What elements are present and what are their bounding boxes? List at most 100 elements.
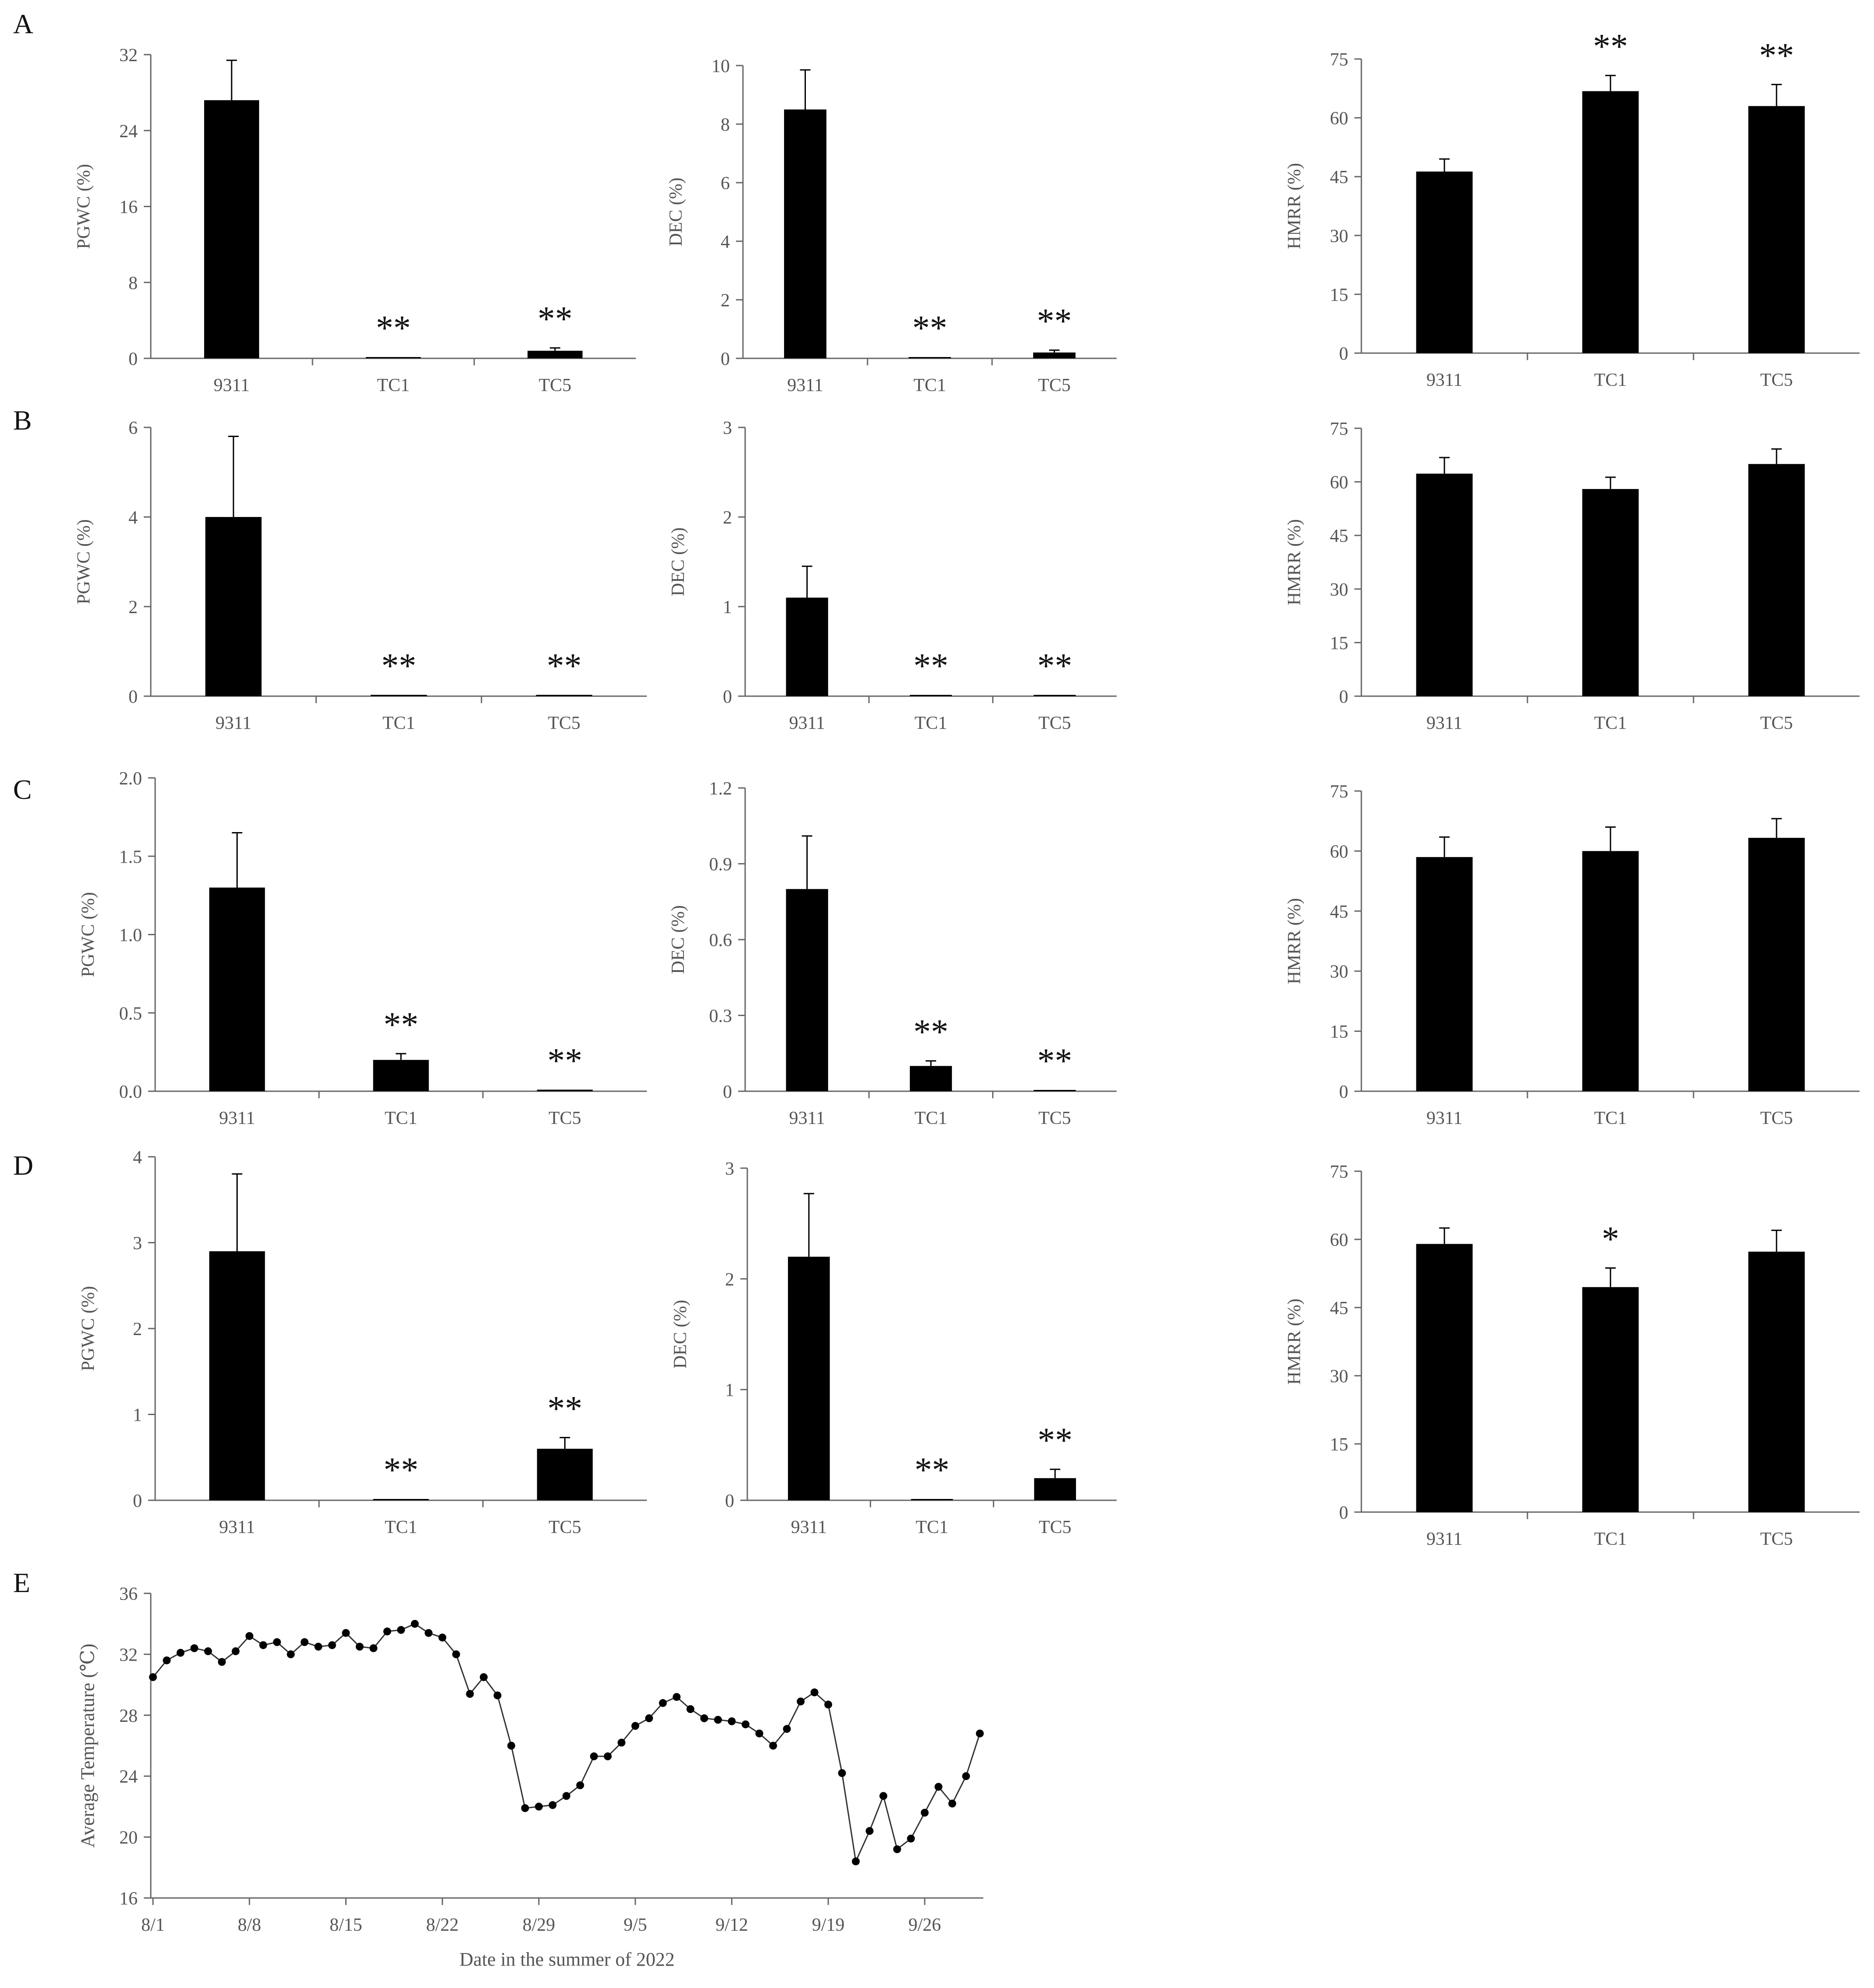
chart-e-x-tick-label: 8/8 xyxy=(238,1915,261,1935)
chart-e-y-tick-label: 24 xyxy=(119,1767,138,1787)
chart-11-y-tick-label: 2 xyxy=(725,1270,734,1290)
chart-e-y-tick-label: 32 xyxy=(119,1645,138,1665)
chart-e-point xyxy=(893,1845,901,1853)
chart-3-y-tick-label: 30 xyxy=(1330,226,1348,246)
chart-10-y-tick-label: 4 xyxy=(133,1148,142,1168)
chart-1-y-tick-label: 0 xyxy=(128,349,138,369)
chart-e-point xyxy=(852,1857,860,1866)
chart-7-significance-mark: ** xyxy=(548,1041,583,1080)
chart-12-y-tick-label: 30 xyxy=(1330,1367,1348,1387)
chart-2-significance-mark: ** xyxy=(1037,302,1072,340)
chart-3-bar xyxy=(1416,171,1473,353)
chart-6-bar xyxy=(1748,464,1805,696)
chart-5-y-tick-label: 0 xyxy=(723,687,732,707)
chart-1-bar xyxy=(527,350,583,358)
chart-1-significance-mark: ** xyxy=(538,300,573,338)
chart-e-x-tick-label: 8/22 xyxy=(426,1915,459,1935)
chart-12-y-axis-label: HMRR (%) xyxy=(1284,1298,1305,1384)
chart-e-point xyxy=(783,1725,791,1733)
chart-e-point xyxy=(810,1688,819,1697)
chart-7-y-tick-label: 1.0 xyxy=(119,926,142,946)
chart-e-point xyxy=(314,1642,323,1651)
chart-8-bar xyxy=(1034,1090,1076,1091)
chart-e-point xyxy=(177,1648,185,1657)
chart-12-y-tick-label: 45 xyxy=(1330,1298,1348,1318)
chart-8-bar xyxy=(786,889,828,1091)
chart-1-y-tick-label: 32 xyxy=(119,45,138,66)
chart-4-y-axis-label: PGWC (%) xyxy=(74,519,94,604)
chart-3-x-tick-label: 9311 xyxy=(1426,370,1462,390)
chart-6-y-tick-label: 45 xyxy=(1330,526,1348,546)
chart-e-point xyxy=(328,1641,336,1649)
chart-2-bar xyxy=(909,357,951,358)
chart-9-x-tick-label: TC5 xyxy=(1760,1108,1793,1128)
chart-11-y-tick-label: 1 xyxy=(725,1381,734,1401)
chart-2-y-axis-label: DEC (%) xyxy=(666,177,686,246)
chart-e-point xyxy=(769,1742,777,1750)
chart-e-point xyxy=(948,1799,956,1808)
chart-10-x-tick-label: TC5 xyxy=(548,1517,581,1537)
chart-e-point xyxy=(259,1641,267,1649)
chart-e-x-tick-label: 8/29 xyxy=(523,1915,555,1935)
chart-2-bar xyxy=(1033,352,1076,358)
chart-7-x-tick-label: 9311 xyxy=(219,1108,255,1128)
chart-e-y-tick-label: 28 xyxy=(119,1706,138,1726)
chart-e-x-tick-label: 9/12 xyxy=(715,1915,748,1935)
chart-e-point xyxy=(411,1620,419,1628)
chart-e-x-tick-label: 9/26 xyxy=(909,1915,941,1935)
chart-e-point xyxy=(383,1627,392,1636)
chart-6-y-tick-label: 30 xyxy=(1330,580,1348,600)
chart-3-significance-mark: ** xyxy=(1759,36,1794,75)
chart-5-x-tick-label: TC1 xyxy=(915,713,947,733)
chart-5-x-tick-label: TC5 xyxy=(1038,713,1071,733)
chart-10-y-tick-label: 3 xyxy=(133,1234,142,1254)
chart-e-point xyxy=(824,1700,833,1709)
chart-5-x-tick-label: 9311 xyxy=(789,713,825,733)
chart-6-bar xyxy=(1416,473,1473,696)
chart-7-bar xyxy=(209,887,265,1091)
chart-e-point xyxy=(342,1629,350,1637)
chart-e-x-tick-label: 8/15 xyxy=(330,1915,362,1935)
chart-e-point xyxy=(645,1714,653,1722)
chart-e-point xyxy=(397,1626,405,1634)
chart-7-y-tick-label: 0.5 xyxy=(119,1004,142,1024)
chart-e-point xyxy=(424,1629,433,1637)
chart-11-bar xyxy=(911,1499,953,1500)
chart-12-y-tick-label: 15 xyxy=(1330,1435,1348,1455)
chart-9-y-axis-label: HMRR (%) xyxy=(1284,898,1305,984)
chart-3-y-tick-label: 15 xyxy=(1330,285,1348,305)
chart-11-significance-mark: ** xyxy=(1038,1421,1072,1460)
chart-11-x-tick-label: TC5 xyxy=(1039,1517,1072,1537)
chart-3-y-tick-label: 0 xyxy=(1339,344,1348,364)
chart-e-point xyxy=(755,1729,763,1738)
chart-e-point xyxy=(920,1808,929,1817)
chart-7-x-tick-label: TC5 xyxy=(548,1108,581,1128)
chart-12-y-tick-label: 60 xyxy=(1330,1230,1348,1250)
chart-4-group xyxy=(144,427,647,703)
chart-8-x-tick-label: TC1 xyxy=(915,1108,947,1128)
chart-e-point xyxy=(369,1644,378,1652)
chart-e-point xyxy=(287,1650,295,1658)
chart-1-significance-mark: ** xyxy=(376,309,411,347)
chart-11-group xyxy=(740,1167,1117,1507)
chart-4-y-tick-label: 4 xyxy=(128,508,138,528)
chart-3-bar xyxy=(1582,91,1639,354)
chart-e-point xyxy=(548,1801,557,1809)
chart-8-group xyxy=(738,787,1117,1098)
chart-7-significance-mark: ** xyxy=(384,1006,419,1044)
chart-4-x-tick-label: TC1 xyxy=(382,713,415,733)
chart-8-significance-mark: ** xyxy=(913,1013,948,1051)
chart-1-x-tick-label: TC1 xyxy=(377,375,410,396)
chart-10-y-tick-label: 1 xyxy=(133,1405,142,1426)
chart-4-bar xyxy=(536,694,593,696)
chart-10-significance-mark: ** xyxy=(384,1451,419,1489)
chart-12-x-tick-label: TC5 xyxy=(1760,1529,1793,1549)
chart-8-y-tick-label: 0.9 xyxy=(709,855,732,875)
chart-5-group xyxy=(738,427,1117,703)
chart-9-bar xyxy=(1748,838,1805,1091)
chart-5-y-tick-label: 1 xyxy=(723,597,732,618)
chart-4-significance-mark: ** xyxy=(382,647,416,685)
chart-e-point xyxy=(149,1673,157,1681)
chart-7-y-tick-label: 0.0 xyxy=(119,1082,142,1102)
